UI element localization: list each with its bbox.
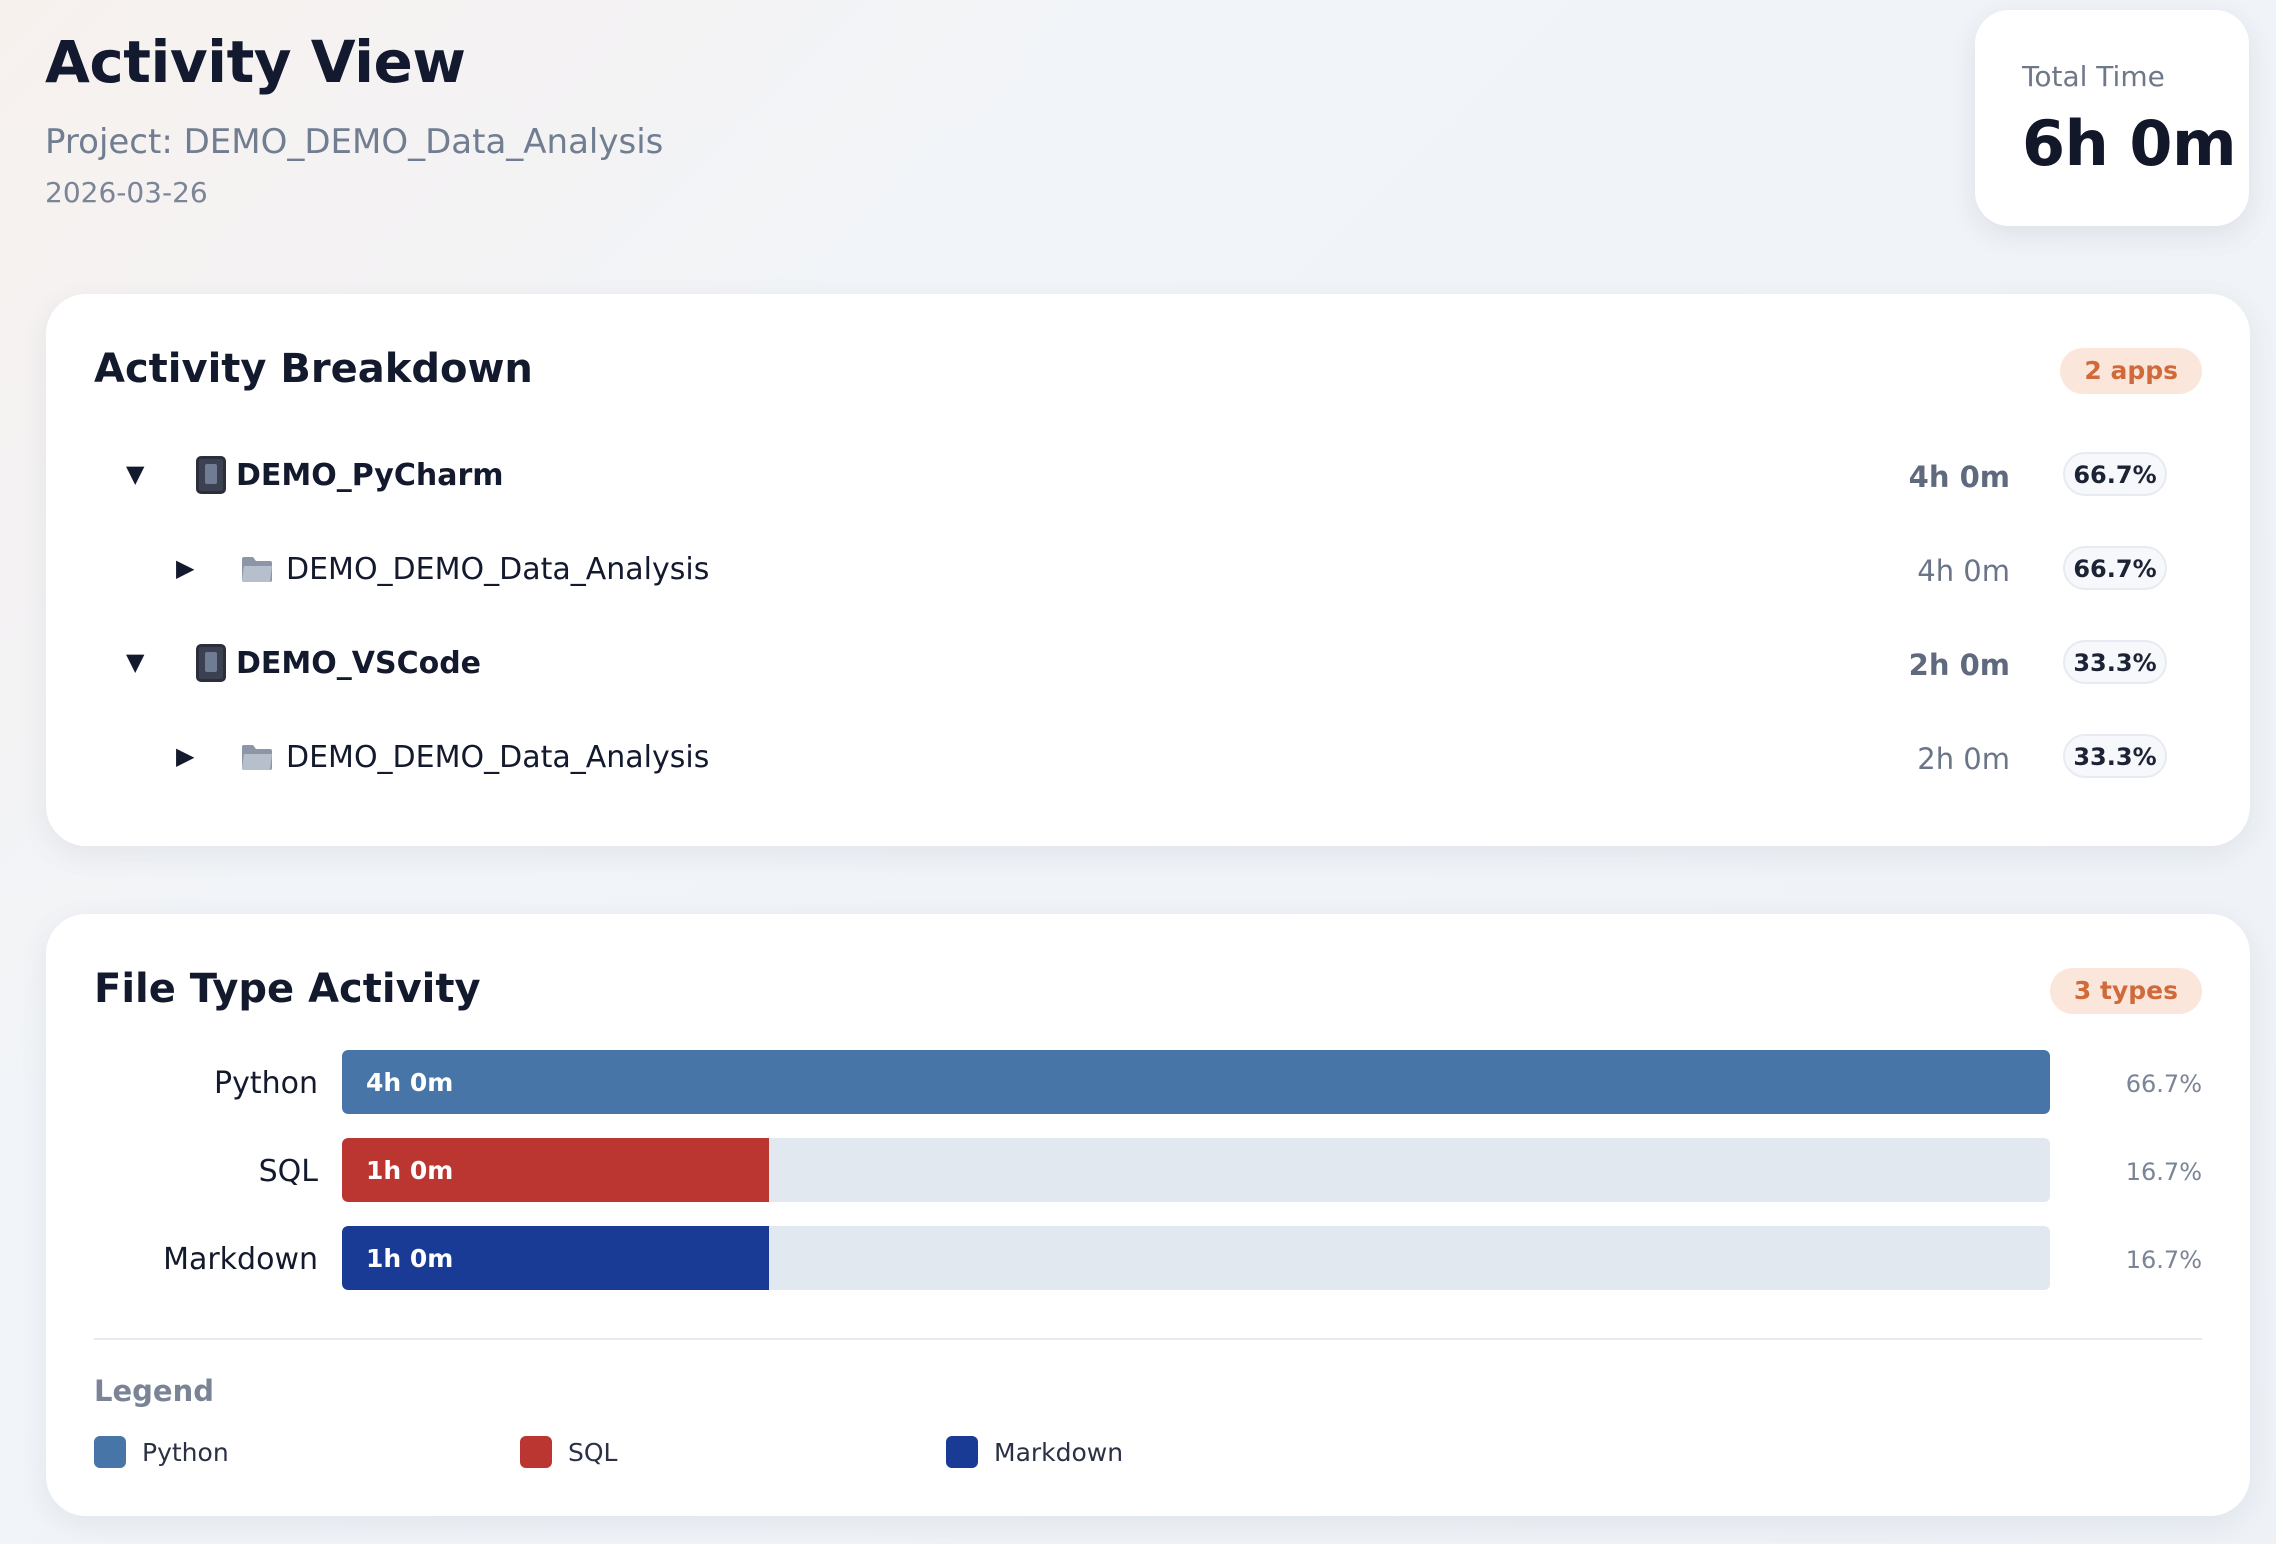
bar-track: 4h 0m bbox=[342, 1050, 2050, 1114]
bar-percent: 16.7% bbox=[2125, 1246, 2202, 1274]
total-time-label: Total Time bbox=[2022, 60, 2165, 93]
legend-label: Markdown bbox=[994, 1438, 1124, 1467]
expand-caret-icon[interactable]: ▶ bbox=[176, 742, 195, 770]
total-time-card: Total Time 6h 0m bbox=[1975, 10, 2249, 226]
bar-percent: 66.7% bbox=[2125, 1070, 2202, 1098]
phone-icon bbox=[196, 644, 226, 682]
apps-count-badge: 2 apps bbox=[2060, 348, 2202, 394]
project-percent-badge: 33.3% bbox=[2063, 734, 2167, 778]
bar-percent: 16.7% bbox=[2125, 1158, 2202, 1186]
bar-fill: 1h 0m bbox=[342, 1226, 769, 1290]
bar-time: 1h 0m bbox=[366, 1244, 454, 1273]
activity-breakdown-title: Activity Breakdown bbox=[94, 346, 533, 392]
page-header: Activity View Project: DEMO_DEMO_Data_An… bbox=[45, 28, 663, 209]
app-percent-badge: 66.7% bbox=[2063, 452, 2167, 496]
bar-time: 1h 0m bbox=[366, 1156, 454, 1185]
legend-swatch bbox=[520, 1436, 552, 1468]
tree-row-project[interactable]: ▶ DEMO_DEMO_Data_Analysis 4h 0m 66.7% bbox=[46, 540, 2250, 600]
folder-icon bbox=[242, 745, 272, 770]
project-name: Project: DEMO_DEMO_Data_Analysis bbox=[45, 122, 664, 162]
tree-row-app[interactable]: ▼ DEMO_VSCode 2h 0m 33.3% bbox=[46, 634, 2250, 694]
bar-fill: 4h 0m bbox=[342, 1050, 2050, 1114]
legend-swatch bbox=[946, 1436, 978, 1468]
total-time-value: 6h 0m bbox=[2022, 107, 2237, 180]
app-label: DEMO_PyCharm bbox=[236, 458, 504, 493]
folder-icon bbox=[242, 557, 272, 582]
collapse-caret-icon[interactable]: ▼ bbox=[126, 460, 145, 488]
phone-icon bbox=[196, 456, 226, 494]
bar-track: 1h 0m bbox=[342, 1138, 2050, 1202]
legend-swatch bbox=[94, 1436, 126, 1468]
app-percent-badge: 33.3% bbox=[2063, 640, 2167, 684]
bar-label: SQL bbox=[258, 1154, 318, 1189]
legend-divider bbox=[94, 1338, 2202, 1340]
expand-caret-icon[interactable]: ▶ bbox=[176, 554, 195, 582]
bar-fill: 1h 0m bbox=[342, 1138, 769, 1202]
file-type-activity-title: File Type Activity bbox=[94, 966, 481, 1012]
bar-label: Python bbox=[214, 1066, 318, 1101]
bar-row-markdown: Markdown 1h 0m 16.7% bbox=[46, 1226, 2250, 1290]
legend-title: Legend bbox=[94, 1374, 214, 1408]
bar-row-sql: SQL 1h 0m 16.7% bbox=[46, 1138, 2250, 1202]
bar-time: 4h 0m bbox=[366, 1068, 454, 1097]
collapse-caret-icon[interactable]: ▼ bbox=[126, 648, 145, 676]
app-label: DEMO_VSCode bbox=[236, 646, 482, 681]
app-time: 4h 0m bbox=[1908, 460, 2010, 494]
tree-row-app[interactable]: ▼ DEMO_PyCharm 4h 0m 66.7% bbox=[46, 446, 2250, 506]
app-time: 2h 0m bbox=[1908, 648, 2010, 682]
activity-breakdown-card: Activity Breakdown 2 apps ▼ DEMO_PyCharm… bbox=[46, 294, 2250, 846]
legend-label: SQL bbox=[568, 1438, 618, 1467]
project-time: 4h 0m bbox=[1917, 554, 2010, 588]
tree-row-project[interactable]: ▶ DEMO_DEMO_Data_Analysis 2h 0m 33.3% bbox=[46, 728, 2250, 788]
bar-track: 1h 0m bbox=[342, 1226, 2050, 1290]
bar-label: Markdown bbox=[163, 1242, 318, 1277]
project-percent-badge: 66.7% bbox=[2063, 546, 2167, 590]
types-count-badge: 3 types bbox=[2049, 968, 2202, 1014]
legend-label: Python bbox=[142, 1438, 229, 1467]
page-title: Activity View bbox=[45, 28, 466, 96]
bar-row-python: Python 4h 0m 66.7% bbox=[46, 1050, 2250, 1114]
project-label: DEMO_DEMO_Data_Analysis bbox=[286, 740, 710, 775]
date-label: 2026-03-26 bbox=[45, 176, 208, 209]
project-time: 2h 0m bbox=[1917, 742, 2010, 776]
project-label: DEMO_DEMO_Data_Analysis bbox=[286, 552, 710, 587]
file-type-activity-card: File Type Activity 3 types Python 4h 0m … bbox=[46, 914, 2250, 1516]
